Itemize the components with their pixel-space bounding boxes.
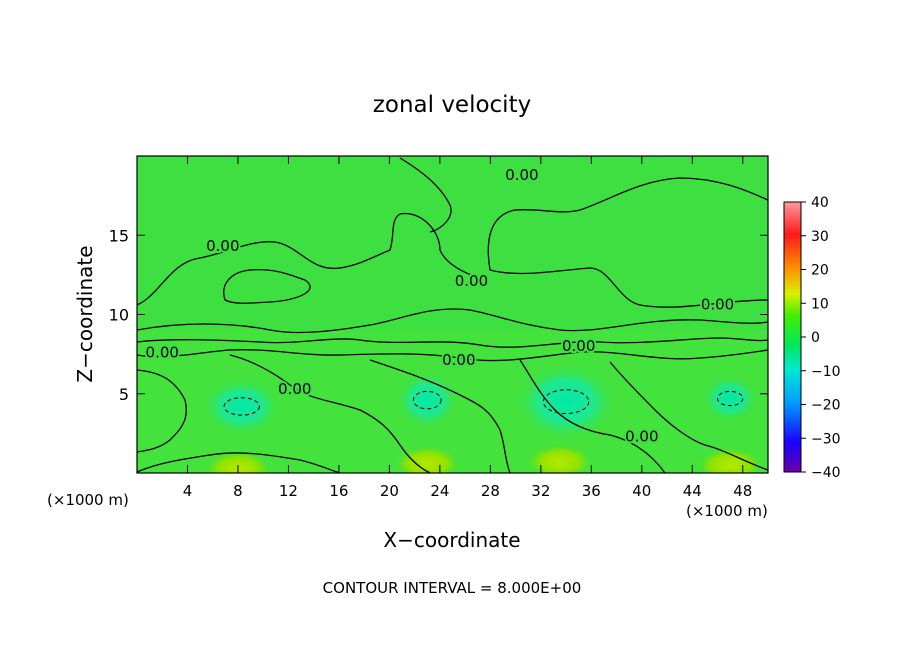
- negative-contours: [223, 389, 744, 416]
- x-tick-label-24: 24: [430, 482, 449, 500]
- colorbar-tick-label-20: 20: [811, 263, 829, 279]
- contour-wave-6: [137, 452, 341, 473]
- negative-core-0: [202, 378, 281, 435]
- contour-label-6: 0.00: [442, 351, 475, 369]
- x-tick-label-40: 40: [632, 482, 651, 500]
- colorbar-ticks: 40 30 20 10 0 −10 −20 −30 −40: [801, 195, 841, 481]
- contour-mid-1: [137, 308, 768, 334]
- contour-label-2: 0.00: [455, 272, 488, 290]
- y-axis-ticks: 5 10 15: [109, 226, 768, 404]
- positive-core-0: [203, 450, 272, 473]
- contour-upper-2: [399, 157, 452, 233]
- colorbar-tick-label-0: 0: [811, 330, 820, 346]
- contour-mid-2: [137, 337, 768, 348]
- colorbar-tick-label-40: 40: [811, 195, 829, 211]
- colorbar-tick-label-10: 10: [811, 296, 829, 312]
- contour-wave-1: [137, 369, 187, 453]
- colorbar: [783, 201, 802, 473]
- negative-core-2: [516, 363, 617, 440]
- x-tick-label-12: 12: [279, 482, 298, 500]
- contour-wave-2: [229, 354, 431, 473]
- velocity-cores: [202, 363, 765, 473]
- colorbar-tick-label--30: −30: [811, 431, 841, 447]
- contour-upper-4: [489, 267, 768, 308]
- negative-contour-0: [223, 397, 260, 416]
- x-tick-label-36: 36: [582, 482, 601, 500]
- chart-title: zonal velocity: [373, 92, 531, 118]
- positive-core-1: [393, 445, 462, 473]
- x-tick-label-44: 44: [683, 482, 702, 500]
- y-tick-label-5: 5: [119, 385, 129, 404]
- contour-label-0: 0.00: [206, 237, 239, 255]
- x-unit-left: (×1000 m): [47, 491, 129, 509]
- contour-label-7: 0.00: [278, 380, 311, 398]
- contour-upper-3: [487, 177, 768, 271]
- contour-label-8: 0.00: [625, 427, 658, 445]
- plot-field: 0.00 0.00 0.00 0.00 0.00 0.00 0.00 0.00 0.00: [137, 156, 768, 473]
- positive-core-2: [525, 443, 594, 473]
- x-tick-label-4: 4: [183, 482, 193, 500]
- x-axis-ticks: 4 8 12 16 20 24 28 32 36 40 44 48: [183, 156, 752, 500]
- contour-label-4: 0.00: [146, 343, 179, 361]
- x-tick-label-16: 16: [329, 482, 348, 500]
- colorbar-tick-label--40: −40: [811, 465, 841, 481]
- negative-core-3: [702, 375, 758, 422]
- positive-core-3: [696, 447, 765, 473]
- x-tick-label-20: 20: [380, 482, 399, 500]
- negative-contour-2: [542, 389, 590, 415]
- negative-contour-3: [717, 390, 744, 407]
- y-tick-label-15: 15: [109, 226, 129, 245]
- contour-labels: 0.00 0.00 0.00 0.00 0.00 0.00 0.00 0.00 0.00: [144, 164, 737, 448]
- x-tick-label-28: 28: [481, 482, 500, 500]
- contour-label-3: 0.00: [701, 296, 734, 314]
- x-unit-right: (×1000 m): [686, 502, 768, 520]
- x-tick-label-32: 32: [531, 482, 550, 500]
- negative-contour-1: [412, 390, 442, 410]
- contour-label-5: 0.00: [562, 337, 595, 355]
- x-tick-label-8: 8: [233, 482, 243, 500]
- y-axis-label: Z−coordinate: [73, 245, 97, 382]
- y-tick-label-10: 10: [109, 306, 129, 325]
- contour-wave-3: [369, 359, 511, 473]
- x-tick-label-48: 48: [733, 482, 752, 500]
- colorbar-tick-label-30: 30: [811, 229, 829, 245]
- contour-lines: [137, 157, 768, 473]
- contour-loop-1: [223, 269, 311, 304]
- colorbar-tick-label--20: −20: [811, 398, 841, 414]
- contour-wave-5: [609, 361, 768, 471]
- contour-interval-note: CONTOUR INTERVAL = 8.000E+00: [323, 579, 582, 597]
- contour-mid-3: [137, 349, 768, 362]
- contour-wave-4: [519, 359, 666, 473]
- colorbar-tick-label--10: −10: [811, 364, 841, 380]
- x-axis-label: X−coordinate: [383, 528, 520, 552]
- contour-label-1: 0.00: [505, 166, 538, 184]
- contour-upper-1: [137, 212, 481, 306]
